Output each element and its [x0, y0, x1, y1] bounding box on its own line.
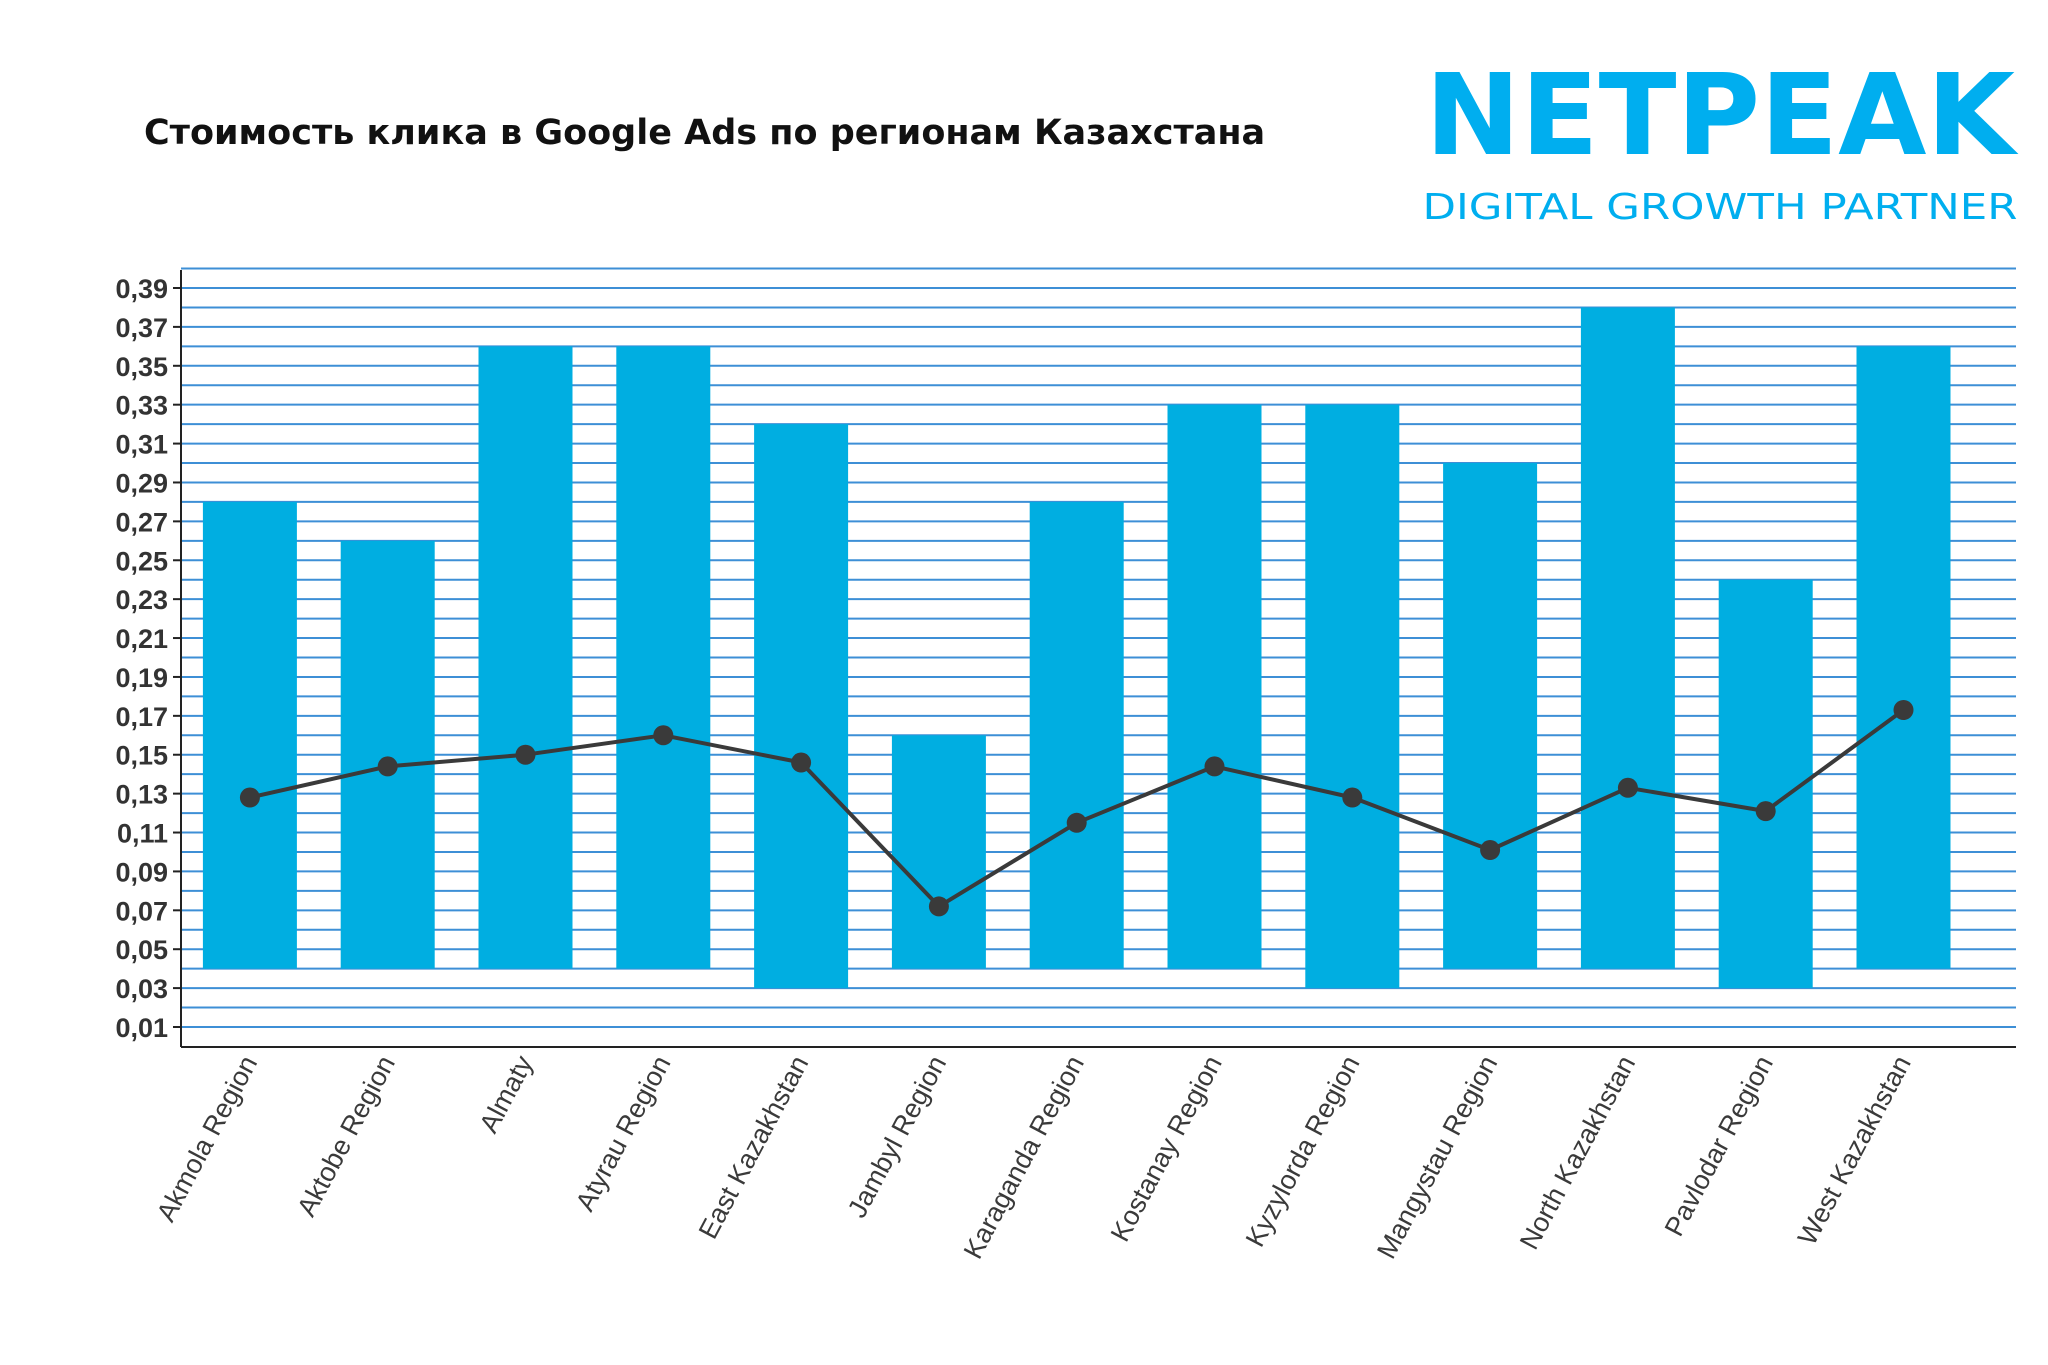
- logo-wordmark: NETPEAK: [1425, 56, 2019, 181]
- line-point-almaty: [515, 744, 536, 765]
- logo-tagline: DIGITAL GROWTH PARTNER: [1423, 187, 2018, 228]
- y-tick-label: 0,13: [115, 780, 168, 810]
- line-point-east-kazakhstan: [791, 752, 812, 773]
- x-category-label: Karaganda Region: [958, 1051, 1090, 1264]
- bar-pavlodar-region: [1718, 579, 1813, 989]
- bar-atyrau-region: [616, 346, 711, 969]
- y-tick-label: 0,07: [115, 896, 168, 926]
- bar-akmola-region: [202, 501, 297, 969]
- line-point-jambyl-region: [928, 896, 949, 917]
- line-point-atyrau-region: [653, 725, 674, 746]
- line-layer: [239, 700, 1914, 917]
- y-tick-label: 0,03: [115, 974, 168, 1004]
- y-tick-label: 0,31: [115, 430, 168, 460]
- y-tick-label: 0,15: [115, 741, 168, 771]
- line-point-pavlodar-region: [1755, 801, 1776, 822]
- bar-west-kazakhstan: [1856, 346, 1951, 969]
- line-point-mangystau-region: [1480, 840, 1501, 861]
- y-tick-label: 0,17: [115, 702, 168, 732]
- y-tick-label: 0,09: [115, 857, 168, 887]
- bar-north-kazakhstan: [1580, 307, 1675, 969]
- x-category-label: Pavlodar Region: [1659, 1051, 1779, 1241]
- y-tick-label: 0,05: [115, 935, 168, 965]
- x-category-label: Jambyl Region: [842, 1051, 952, 1223]
- bar-almaty: [478, 346, 573, 969]
- y-tick-labels: 0,39 0,37 0,35 0,33 0,31 0,29 0,27 0,25 0,23 0,21…: [115, 274, 181, 1043]
- y-tick-label: 0,27: [115, 507, 168, 537]
- axis-layer: [180, 270, 2016, 1048]
- x-category-label: Kostanay Region: [1105, 1051, 1228, 1247]
- y-tick-label: 0,37: [115, 313, 168, 343]
- netpeak-logo: NETPEAK DIGITAL GROWTH PARTNER: [1423, 56, 2020, 228]
- y-tick-label: 0,21: [115, 624, 168, 654]
- y-tick-label: 0,23: [115, 585, 168, 615]
- line-point-aktobe-region: [377, 756, 398, 777]
- y-tick-label: 0,19: [115, 663, 168, 693]
- y-tick-label: 0,39: [115, 274, 168, 304]
- x-category-label: North Kazakhstan: [1514, 1051, 1641, 1255]
- y-tick-label: 0,29: [115, 468, 168, 498]
- x-category-label: West Kazakhstan: [1792, 1051, 1917, 1250]
- bar-mangystau-region: [1443, 463, 1538, 969]
- bar-kyzylorda-region: [1305, 404, 1400, 989]
- y-tick-label: 0,25: [115, 546, 168, 576]
- x-category-label: Kyzylorda Region: [1240, 1051, 1366, 1252]
- y-tick-label: 0,11: [117, 819, 168, 849]
- bar-east-kazakhstan: [754, 424, 849, 989]
- bar-aktobe-region: [340, 540, 435, 969]
- bar-karaganda-region: [1029, 501, 1124, 969]
- x-category-label: East Kazakhstan: [693, 1051, 815, 1244]
- y-tick-label: 0,01: [115, 1013, 168, 1043]
- y-tick-label: 0,33: [115, 391, 168, 421]
- y-tick-label: 0,35: [115, 352, 168, 382]
- chart-title: Стоимость клика в Google Ads по регионам…: [144, 113, 1266, 153]
- bar-jambyl-region: [891, 735, 986, 969]
- x-category-label: Almaty: [474, 1050, 539, 1137]
- line-point-karaganda-region: [1066, 812, 1087, 833]
- x-category-labels: Akmola Region Aktobe Region Almaty Atyrau R…: [151, 1050, 1917, 1263]
- bar-kostanay-region: [1167, 404, 1262, 969]
- line-point-kyzylorda-region: [1342, 787, 1363, 808]
- x-category-label: Aktobe Region: [291, 1051, 401, 1221]
- x-category-label: Mangystau Region: [1371, 1051, 1503, 1264]
- line-point-akmola-region: [239, 787, 260, 808]
- x-category-label: Atyrau Region: [570, 1051, 677, 1216]
- line-point-north-kazakhstan: [1617, 777, 1638, 798]
- x-category-label: Akmola Region: [151, 1051, 263, 1227]
- bar-layer: [202, 307, 1951, 989]
- line-point-kostanay-region: [1204, 756, 1225, 777]
- line-point-west-kazakhstan: [1893, 700, 1914, 721]
